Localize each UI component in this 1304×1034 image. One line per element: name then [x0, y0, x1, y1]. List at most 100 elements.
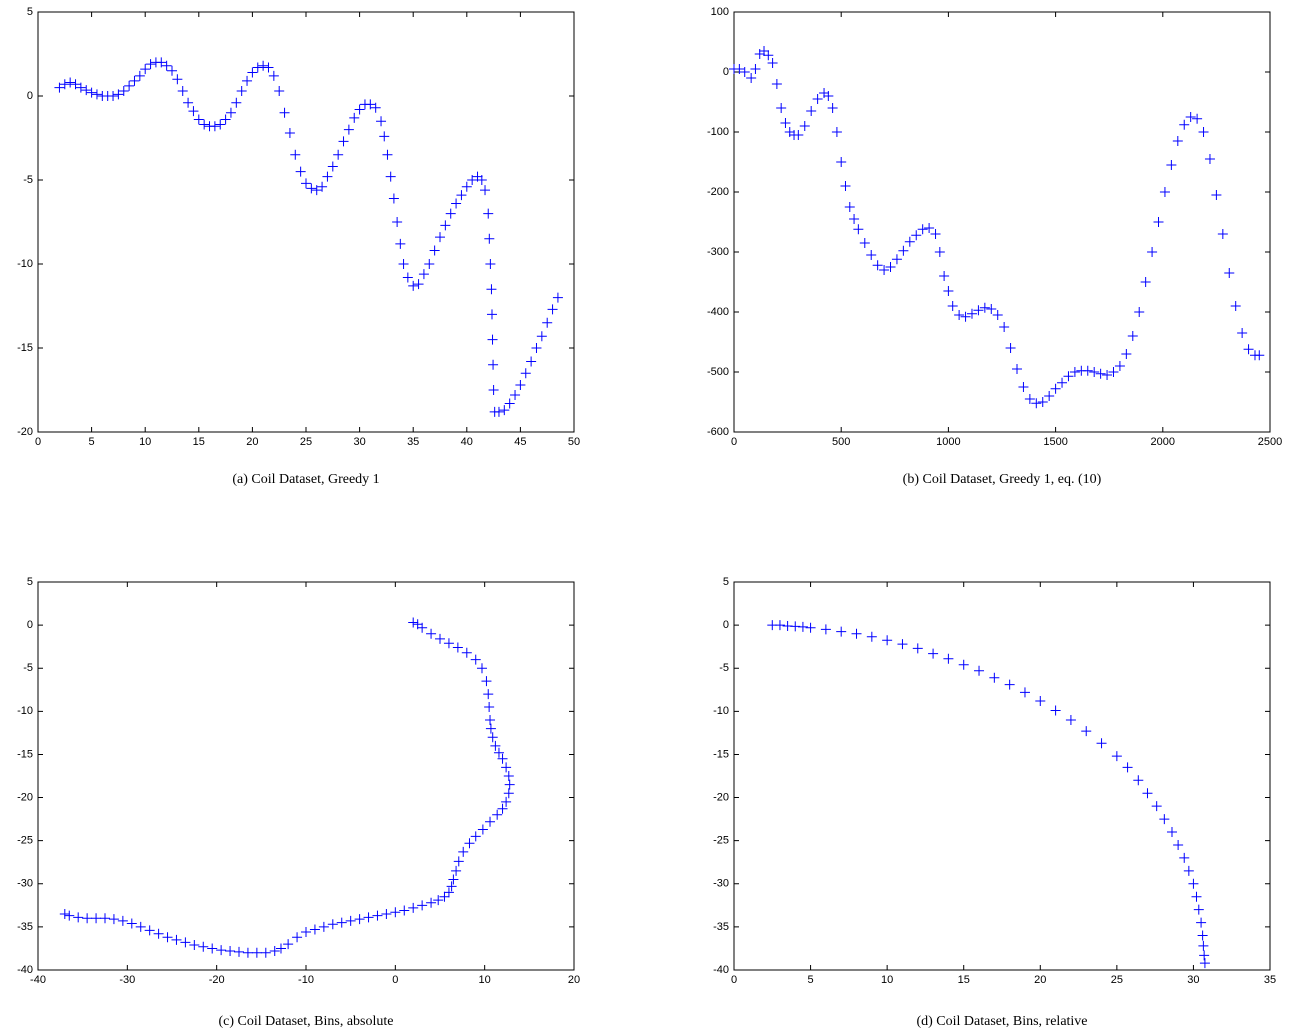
- point: [1081, 726, 1092, 737]
- y-tick-label: -10: [17, 258, 33, 270]
- point: [767, 58, 778, 68]
- y-tick-label: -5: [23, 174, 33, 186]
- point: [216, 945, 227, 956]
- point: [467, 175, 478, 185]
- point: [483, 689, 494, 700]
- point: [180, 937, 191, 948]
- point: [780, 118, 791, 128]
- point: [1050, 705, 1061, 716]
- point: [1193, 904, 1204, 915]
- point: [750, 64, 761, 74]
- point: [113, 89, 124, 100]
- y-tick-label: -35: [713, 921, 729, 933]
- point: [879, 265, 890, 275]
- point: [242, 75, 253, 86]
- point: [1172, 136, 1183, 146]
- point: [225, 107, 236, 118]
- x-tick-label: 0: [392, 974, 398, 986]
- point: [464, 838, 475, 849]
- point: [338, 136, 349, 147]
- point: [1108, 367, 1119, 377]
- axes-box: [37, 11, 575, 433]
- point: [1159, 187, 1170, 197]
- point: [91, 913, 102, 924]
- x-tick-label: 1500: [1043, 436, 1067, 448]
- y-tick-label: 5: [27, 6, 33, 18]
- point: [1102, 370, 1113, 380]
- y-tick-label: -30: [713, 878, 729, 890]
- point: [1044, 391, 1055, 401]
- point: [979, 302, 990, 313]
- point: [1005, 343, 1016, 353]
- point: [853, 224, 864, 235]
- point: [295, 166, 306, 177]
- point: [365, 99, 376, 110]
- point: [1024, 394, 1035, 404]
- point: [252, 62, 263, 73]
- point: [390, 907, 401, 918]
- point: [343, 124, 354, 135]
- point: [118, 85, 129, 96]
- x-tick-label: 15: [958, 974, 970, 986]
- point: [108, 91, 119, 101]
- point: [882, 635, 893, 646]
- point: [413, 279, 424, 290]
- point: [424, 259, 435, 269]
- point: [64, 910, 75, 921]
- point: [317, 181, 328, 192]
- x-tick-label: 10: [881, 974, 893, 986]
- x-tick-label: 0: [731, 974, 737, 986]
- point: [446, 881, 457, 892]
- point: [547, 304, 558, 315]
- y-tick-label: -300: [707, 246, 729, 258]
- point: [91, 89, 102, 100]
- point: [215, 119, 226, 130]
- point: [443, 638, 454, 649]
- point: [183, 97, 194, 108]
- point: [453, 856, 464, 867]
- point: [1198, 127, 1209, 137]
- point: [999, 322, 1010, 332]
- point: [435, 633, 445, 644]
- point: [1057, 377, 1068, 388]
- point: [470, 831, 481, 842]
- point: [395, 238, 406, 249]
- y-tick-label: -15: [17, 748, 33, 760]
- point: [966, 308, 977, 319]
- point: [199, 119, 210, 130]
- point: [480, 185, 491, 196]
- point: [836, 157, 847, 167]
- point: [776, 103, 787, 113]
- point: [1114, 361, 1125, 371]
- y-tick-label: -25: [17, 835, 33, 847]
- x-tick-label: 25: [1111, 974, 1123, 986]
- point: [268, 70, 279, 81]
- x-tick-label: -30: [119, 974, 135, 986]
- point: [774, 620, 785, 631]
- point: [134, 70, 145, 81]
- point: [1197, 930, 1208, 941]
- x-tick-label: 0: [731, 436, 737, 448]
- point: [488, 359, 499, 370]
- point: [503, 788, 514, 799]
- point: [1089, 367, 1100, 377]
- point: [290, 149, 301, 160]
- point: [1185, 112, 1196, 122]
- y-tick-label: -10: [17, 705, 33, 717]
- point: [209, 121, 220, 132]
- point: [363, 912, 374, 923]
- point: [872, 260, 883, 271]
- y-tick-label: -500: [707, 366, 729, 378]
- y-tick-label: 5: [27, 576, 33, 588]
- point: [439, 891, 450, 902]
- point: [943, 653, 954, 664]
- point: [1199, 958, 1210, 969]
- point: [973, 305, 984, 316]
- point: [917, 224, 928, 235]
- point: [86, 87, 97, 98]
- y-tick-label: 0: [723, 66, 729, 78]
- y-tick-label: -30: [17, 878, 33, 890]
- point: [904, 236, 915, 247]
- y-tick-label: -5: [23, 662, 33, 674]
- x-tick-label: 30: [1187, 974, 1199, 986]
